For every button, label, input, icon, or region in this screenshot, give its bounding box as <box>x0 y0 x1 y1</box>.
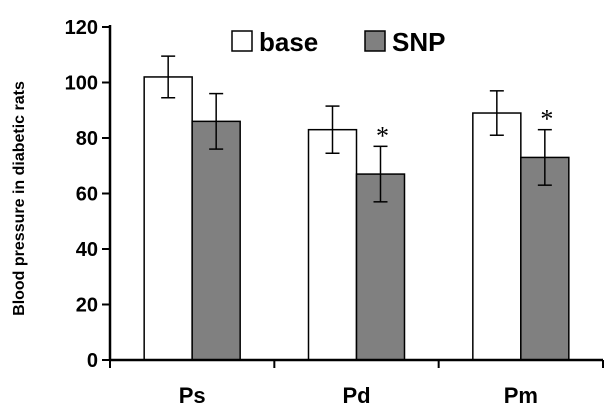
error-bar-SNP-Pm <box>537 128 552 186</box>
legend: base SNP <box>231 27 445 57</box>
y-tick-label: 60 <box>76 184 98 206</box>
category-label-Pm: Pm <box>504 383 538 408</box>
category-label-Pd: Pd <box>342 383 370 408</box>
bar-SNP-Ps <box>191 120 241 361</box>
error-bars <box>161 55 552 203</box>
significance-star: * <box>376 121 389 150</box>
bar-base-Pd <box>307 128 358 361</box>
significance-star: * <box>540 105 553 134</box>
error-bar-SNP-Ps <box>209 92 224 150</box>
significance-markers: ** <box>376 105 553 151</box>
error-bar-base-Pd <box>325 105 340 155</box>
y-tick-label: 100 <box>65 73 98 95</box>
legend-swatch-SNP <box>364 30 386 52</box>
y-tick-label: 0 <box>87 350 98 372</box>
bar-base-Ps <box>143 76 193 361</box>
bar-base-Pm <box>472 112 522 361</box>
y-axis-title: Blood pressure in diabetic rats <box>11 81 28 316</box>
y-tick-label: 80 <box>76 128 98 150</box>
legend-label-SNP: SNP <box>392 27 445 57</box>
bar-SNP-Pm <box>520 156 570 361</box>
y-tick-label: 20 <box>76 295 98 317</box>
y-axis-ticks: 0 20 40 60 80 100 120 <box>65 17 110 372</box>
error-bar-base-Pm <box>489 90 504 136</box>
legend-swatch-base <box>231 30 253 52</box>
x-axis-category-labels: Ps Pd Pm <box>179 383 538 408</box>
y-tick-label: 40 <box>76 239 98 261</box>
bars <box>143 76 570 361</box>
category-label-Ps: Ps <box>179 383 206 408</box>
y-tick-label: 120 <box>65 17 98 39</box>
axes <box>108 25 604 368</box>
legend-label-base: base <box>259 27 318 57</box>
error-bar-base-Ps <box>161 55 176 99</box>
error-bar-SNP-Pd <box>373 145 388 203</box>
